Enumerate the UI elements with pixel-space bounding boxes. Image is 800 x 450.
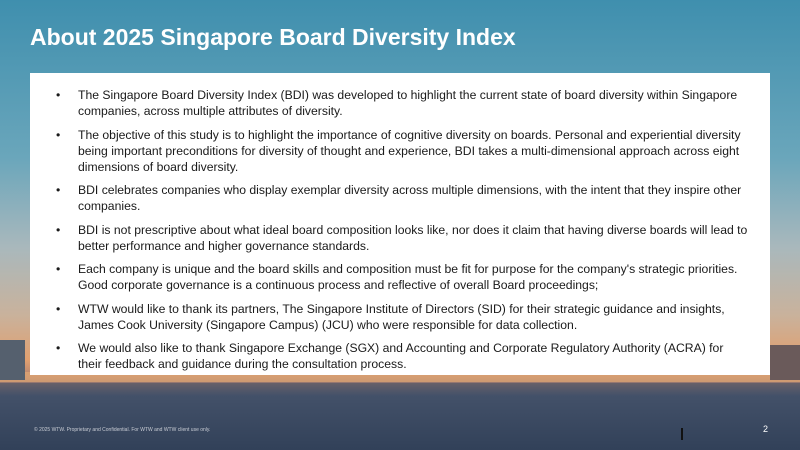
- bullet-item: We would also like to thank Singapore Ex…: [54, 340, 748, 372]
- bullet-item: The Singapore Board Diversity Index (BDI…: [54, 87, 748, 119]
- footer-text: © 2025 WTW. Proprietary and Confidential…: [34, 427, 211, 433]
- bullet-item: BDI is not prescriptive about what ideal…: [54, 222, 748, 254]
- bullet-item: BDI celebrates companies who display exe…: [54, 182, 748, 214]
- content-box: The Singapore Board Diversity Index (BDI…: [30, 73, 770, 375]
- bullet-list: The Singapore Board Diversity Index (BDI…: [54, 87, 748, 372]
- bullet-item: The objective of this study is to highli…: [54, 127, 748, 175]
- slide-title: About 2025 Singapore Board Diversity Ind…: [30, 24, 516, 50]
- page-number: 2: [762, 424, 768, 434]
- bullet-item: WTW would like to thank its partners, Th…: [54, 301, 748, 333]
- bullet-item: Each company is unique and the board ski…: [54, 261, 748, 293]
